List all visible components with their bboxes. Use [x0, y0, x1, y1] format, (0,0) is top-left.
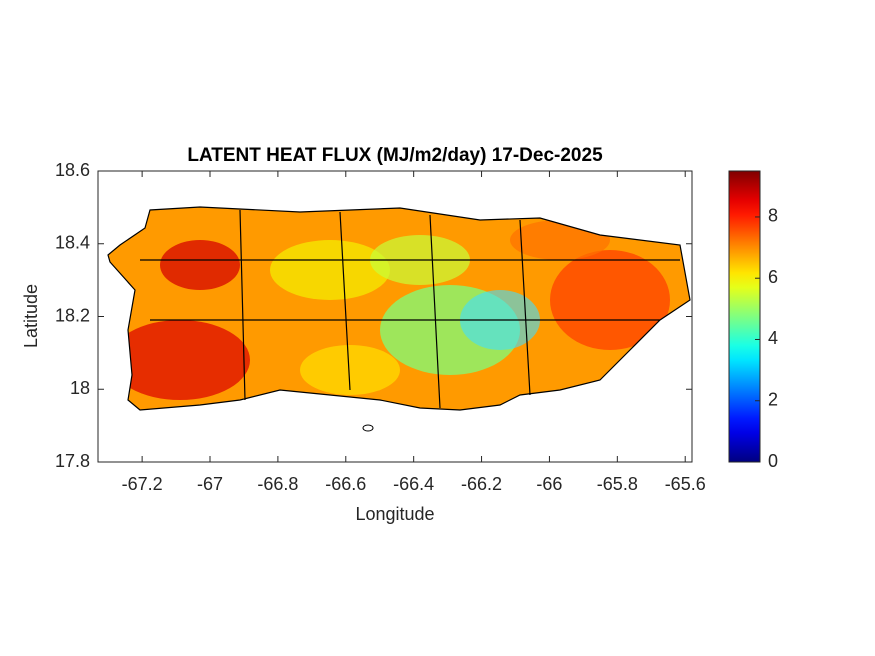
x-tick-label: -66.4	[393, 474, 434, 494]
x-axis-label: Longitude	[355, 504, 434, 524]
x-tick-label: -65.6	[665, 474, 706, 494]
y-axis-label: Latitude	[21, 284, 41, 348]
island-outline	[362, 424, 374, 432]
y-tick-label: 18.2	[55, 305, 90, 325]
y-tick-label: 18	[70, 378, 90, 398]
y-tick-label: 18.6	[55, 160, 90, 180]
colorbar-tick-label: 6	[768, 267, 778, 287]
x-tick-label: -66.2	[461, 474, 502, 494]
municipal-borders	[107, 206, 691, 411]
colorbar-tick-label: 4	[768, 328, 778, 348]
y-tick-label: 18.4	[55, 233, 90, 253]
colorbar-tick-label: 8	[768, 206, 778, 226]
colorbar-tick-label: 0	[768, 451, 778, 471]
x-tick-label: -67.2	[122, 474, 163, 494]
chart-title: LATENT HEAT FLUX (MJ/m2/day) 17-Dec-2025	[187, 145, 603, 166]
colorbar	[728, 170, 761, 463]
colorbar-tick-label: 2	[768, 389, 778, 409]
x-tick-label: -66	[536, 474, 562, 494]
x-tick-label: -67	[197, 474, 223, 494]
x-tick-label: -66.6	[325, 474, 366, 494]
flux-field	[108, 207, 690, 410]
x-tick-label: -66.8	[257, 474, 298, 494]
x-tick-label: -65.8	[597, 474, 638, 494]
y-tick-label: 17.8	[55, 451, 90, 471]
